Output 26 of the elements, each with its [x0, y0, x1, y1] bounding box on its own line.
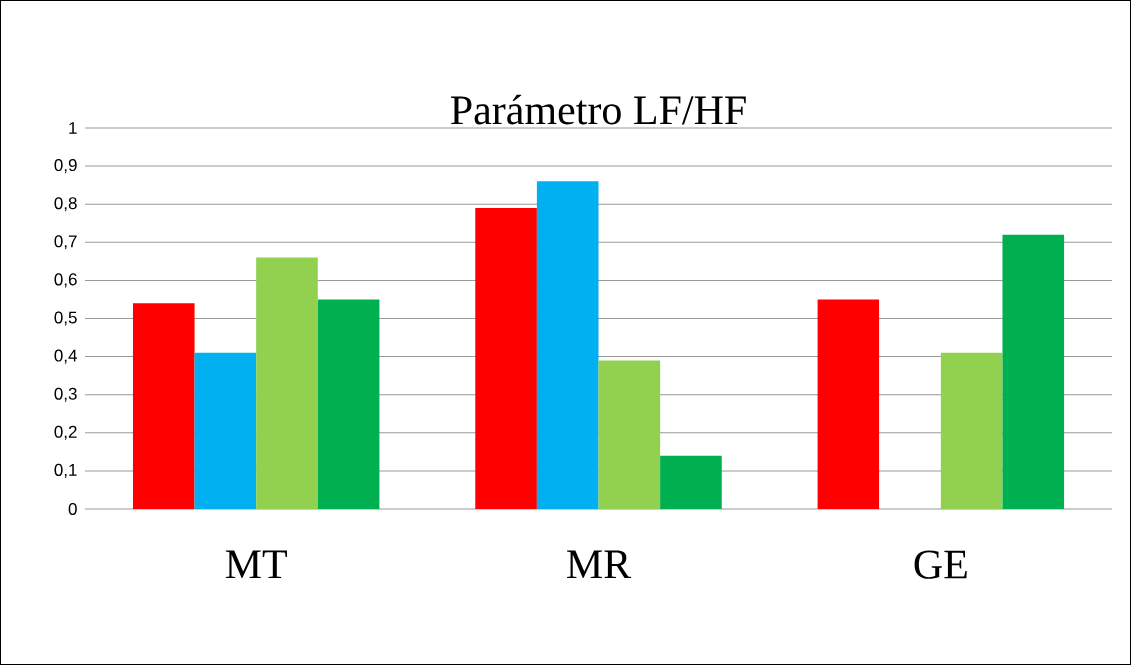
bar [256, 257, 318, 509]
bar [817, 299, 880, 509]
y-tick-label: 0,8 [54, 197, 77, 212]
bar [536, 181, 599, 509]
chart-title: Parámetro LF/HF [450, 94, 746, 125]
bar [660, 455, 722, 509]
bar [317, 299, 380, 509]
y-tick-label: 0,3 [54, 387, 77, 402]
y-tick-label: 0,2 [54, 425, 77, 440]
y-tick-label: 0,1 [54, 463, 77, 478]
y-tick-label: 1 [69, 122, 77, 134]
y-tick-label: 0 [68, 502, 77, 516]
x-tick-label: MT [225, 550, 287, 579]
y-tick-label: 0,4 [54, 349, 77, 364]
y-tick-label: 0,6 [54, 273, 77, 288]
x-tick-label: GE [914, 550, 967, 579]
bar [598, 360, 661, 509]
y-tick-label: 0,9 [54, 159, 77, 174]
bar [132, 303, 195, 509]
x-tick-label: MR [567, 550, 632, 579]
bar [940, 352, 1003, 509]
y-tick-label: 0,5 [54, 311, 77, 326]
bar [194, 352, 257, 509]
bar [475, 208, 537, 509]
y-tick-label: 0,7 [54, 235, 77, 250]
bar [1002, 234, 1065, 509]
